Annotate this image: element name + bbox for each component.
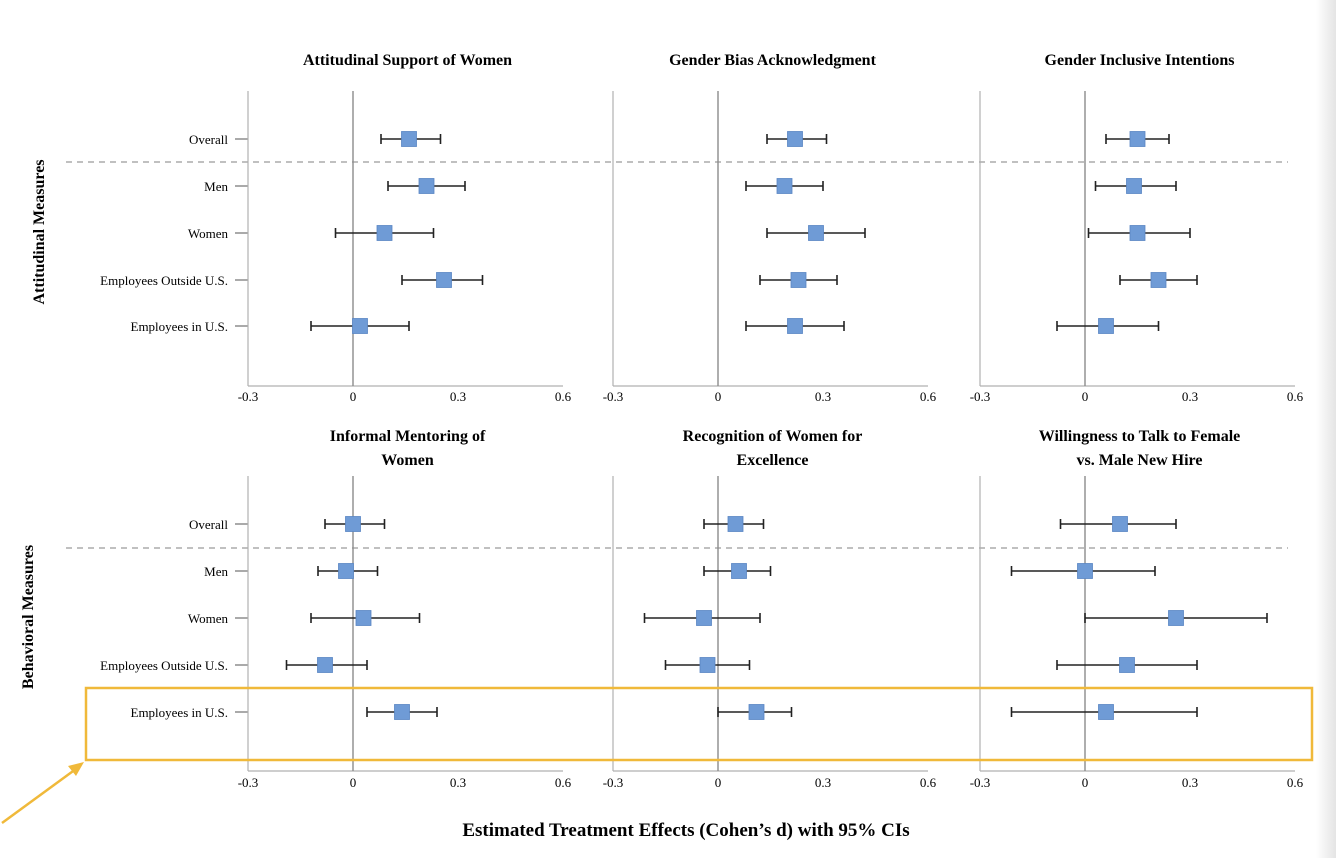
- estimate-marker: [731, 563, 747, 579]
- estimate-marker: [345, 516, 361, 532]
- estimate-marker: [338, 563, 354, 579]
- panel-title: Excellence: [737, 452, 809, 469]
- estimate-marker: [1129, 225, 1146, 241]
- estimate-marker: [436, 272, 452, 288]
- estimate-marker: [727, 516, 744, 532]
- panel-title: vs. Male New Hire: [1077, 452, 1203, 469]
- estimate-marker: [748, 704, 765, 720]
- row-label: Women: [188, 226, 229, 241]
- row-label: Men: [204, 179, 228, 194]
- x-tick-label: -0.3: [970, 389, 991, 404]
- estimate-marker: [776, 178, 793, 194]
- x-tick-label: 0.3: [1182, 389, 1198, 404]
- panel-title: Women: [381, 452, 434, 469]
- x-tick-label: 0.6: [555, 389, 572, 404]
- x-tick-label: 0: [715, 775, 722, 790]
- x-tick-label: 0.6: [920, 389, 937, 404]
- estimate-marker: [1168, 610, 1184, 626]
- row-label: Employees in U.S.: [131, 705, 229, 720]
- estimate-marker: [418, 178, 435, 194]
- row-label: Overall: [189, 132, 228, 147]
- estimate-marker: [376, 225, 393, 241]
- x-tick-label: 0.3: [1182, 775, 1198, 790]
- x-tick-label: 0: [1082, 775, 1089, 790]
- estimate-marker: [317, 657, 333, 673]
- page-edge-shadow: [1316, 0, 1336, 858]
- estimate-marker: [352, 318, 368, 334]
- estimate-marker: [1098, 704, 1114, 720]
- estimate-marker: [355, 610, 372, 626]
- estimate-marker: [787, 318, 803, 334]
- panel-title: Gender Inclusive Intentions: [1045, 52, 1235, 69]
- highlight-box: [84, 686, 1314, 762]
- x-tick-label: 0: [350, 389, 357, 404]
- x-tick-label: 0: [350, 775, 357, 790]
- estimate-marker: [790, 272, 807, 288]
- panel-title: Willingness to Talk to Female: [1039, 428, 1241, 445]
- panel-title: Attitudinal Support of Women: [303, 52, 512, 69]
- highlight-arrow-head: [68, 762, 84, 776]
- row-label: Women: [188, 611, 229, 626]
- x-tick-label: 0.6: [920, 775, 937, 790]
- x-tick-label: 0: [1082, 389, 1089, 404]
- x-axis-title: Estimated Treatment Effects (Cohen’s d) …: [462, 820, 909, 841]
- estimate-marker: [787, 131, 803, 147]
- estimate-marker: [394, 704, 410, 720]
- x-tick-label: 0.3: [450, 775, 466, 790]
- x-tick-label: -0.3: [603, 389, 624, 404]
- row-label: Employees Outside U.S.: [100, 273, 228, 288]
- estimate-marker: [1112, 516, 1128, 532]
- row-label: Employees Outside U.S.: [100, 658, 228, 673]
- x-tick-label: -0.3: [238, 389, 259, 404]
- x-tick-label: 0: [715, 389, 722, 404]
- x-tick-label: -0.3: [970, 775, 991, 790]
- panel-title: Gender Bias Acknowledgment: [669, 52, 877, 69]
- estimate-marker: [1129, 131, 1146, 147]
- panel-title: Informal Mentoring of: [330, 428, 486, 445]
- estimate-marker: [1150, 272, 1167, 288]
- estimate-marker: [1126, 178, 1142, 194]
- section-label: Attitudinal Measures: [31, 159, 48, 304]
- highlight-arrow-line: [1, 764, 81, 825]
- row-label: Employees in U.S.: [131, 319, 229, 334]
- x-tick-label: 0.6: [1287, 775, 1304, 790]
- estimate-marker: [1077, 563, 1093, 579]
- x-tick-label: 0.3: [450, 389, 466, 404]
- x-tick-label: 0.3: [815, 389, 831, 404]
- estimate-marker: [696, 610, 712, 626]
- row-label: Men: [204, 564, 228, 579]
- x-tick-label: 0.6: [555, 775, 572, 790]
- x-tick-label: 0.3: [815, 775, 831, 790]
- estimate-marker: [699, 657, 716, 673]
- x-tick-label: -0.3: [238, 775, 259, 790]
- estimate-marker: [808, 225, 824, 241]
- panel-title: Recognition of Women for: [683, 428, 863, 445]
- x-tick-label: 0.6: [1287, 389, 1304, 404]
- section-label: Behavioral Measures: [20, 545, 37, 689]
- estimate-marker: [1098, 318, 1114, 334]
- row-label: Overall: [189, 517, 228, 532]
- estimate-marker: [401, 131, 417, 147]
- estimate-marker: [1119, 657, 1135, 673]
- x-tick-label: -0.3: [603, 775, 624, 790]
